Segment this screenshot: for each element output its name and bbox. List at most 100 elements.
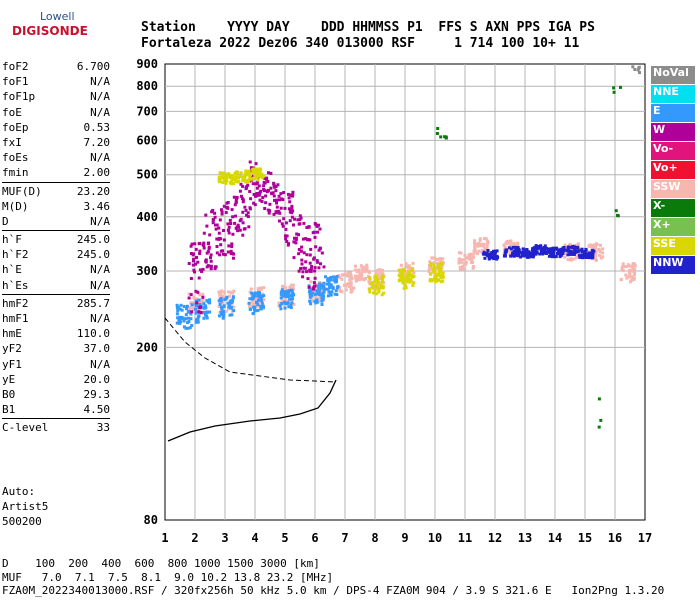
echo-point — [256, 178, 260, 182]
echo-point — [305, 270, 309, 274]
echo-point — [354, 279, 358, 283]
echo-point — [578, 255, 582, 259]
echo-point — [230, 208, 234, 212]
echo-point — [486, 249, 490, 252]
echo-point — [189, 244, 193, 248]
echo-point — [590, 248, 594, 252]
echo-point — [318, 246, 322, 250]
echo-point — [188, 326, 192, 330]
x-tick-label: 5 — [281, 531, 288, 545]
echo-point — [190, 324, 194, 327]
echo-point — [291, 286, 294, 290]
echo-point — [287, 242, 290, 246]
echo-point — [381, 268, 384, 272]
echo-point — [248, 173, 251, 177]
echo-point — [381, 272, 385, 276]
echo-point — [322, 290, 326, 294]
auto-label: Auto: — [2, 485, 36, 498]
echo-point — [287, 196, 291, 200]
echo-point — [619, 278, 623, 281]
echo-point — [187, 292, 191, 296]
echo-point — [437, 272, 441, 276]
echo-point — [296, 218, 300, 222]
echo-point — [255, 176, 259, 180]
echo-point — [575, 256, 579, 260]
param-name: B0 — [2, 387, 16, 401]
echo-point — [636, 68, 640, 72]
param-row: foF1p N/A — [2, 89, 110, 104]
echo-point — [489, 253, 492, 257]
echo-point — [368, 282, 372, 286]
echo-point — [215, 245, 219, 248]
y-tick-label: 80 — [144, 513, 158, 527]
echo-point — [312, 281, 316, 285]
echo-point — [601, 251, 605, 255]
echo-point — [544, 250, 548, 254]
echo-point — [593, 255, 597, 259]
echo-point — [342, 283, 346, 287]
echo-point — [346, 271, 350, 275]
echo-point — [315, 259, 319, 263]
echo-point — [435, 258, 439, 262]
echo-point — [308, 253, 312, 257]
legend-item: E — [651, 104, 695, 122]
echo-point — [412, 281, 416, 285]
echo-point — [563, 243, 567, 247]
echo-point — [226, 228, 230, 232]
echo-point — [558, 251, 562, 255]
echo-point — [230, 175, 234, 179]
echo-point — [307, 285, 311, 289]
legend-item: SSE — [651, 237, 695, 255]
echo-point — [566, 245, 570, 249]
echo-point — [431, 278, 435, 282]
echo-point — [218, 171, 222, 175]
echo-point — [259, 168, 263, 172]
echo-point — [484, 237, 488, 241]
echo-point — [230, 313, 234, 317]
echo-point — [329, 275, 333, 279]
echo-point — [241, 178, 245, 182]
echo-point — [297, 233, 300, 237]
param-name: h`E — [2, 263, 22, 277]
x-tick-label: 16 — [608, 531, 622, 545]
param-value: 0.53 — [83, 120, 111, 134]
echo-point — [265, 177, 269, 181]
param-name: foF2 — [2, 60, 29, 73]
echo-point — [381, 280, 384, 284]
echo-point — [266, 188, 270, 192]
echo-point — [373, 279, 377, 283]
param-row: h`Es N/A — [2, 278, 110, 293]
echo-point — [428, 265, 432, 269]
echo-point — [483, 247, 487, 251]
param-value: N/A — [90, 278, 110, 292]
echo-point — [256, 192, 260, 195]
echo-point — [259, 189, 263, 193]
echo-point — [275, 205, 279, 209]
echo-point — [197, 310, 201, 314]
echo-point — [256, 174, 260, 178]
param-row: MUF(D) 23.20 — [2, 184, 110, 199]
echo-point — [202, 241, 206, 245]
echo-point — [317, 266, 321, 270]
echo-point — [569, 245, 573, 249]
echo-point — [248, 160, 252, 164]
echo-point — [441, 275, 445, 279]
echo-point — [231, 232, 235, 236]
echo-point — [204, 304, 207, 308]
echo-point — [207, 247, 211, 251]
echo-point — [219, 243, 223, 247]
echo-point — [288, 210, 292, 214]
echo-point — [375, 284, 379, 288]
echo-point — [233, 203, 237, 207]
echo-point — [270, 191, 273, 195]
echo-point — [434, 272, 438, 276]
echo-point — [400, 273, 404, 277]
echo-point — [189, 312, 193, 316]
echo-point — [349, 281, 353, 285]
echo-point — [209, 264, 213, 268]
echo-point — [246, 215, 250, 219]
echo-point — [574, 246, 578, 250]
x-tick-label: 14 — [548, 531, 562, 545]
echo-point — [267, 171, 270, 175]
echo-point — [584, 256, 588, 259]
